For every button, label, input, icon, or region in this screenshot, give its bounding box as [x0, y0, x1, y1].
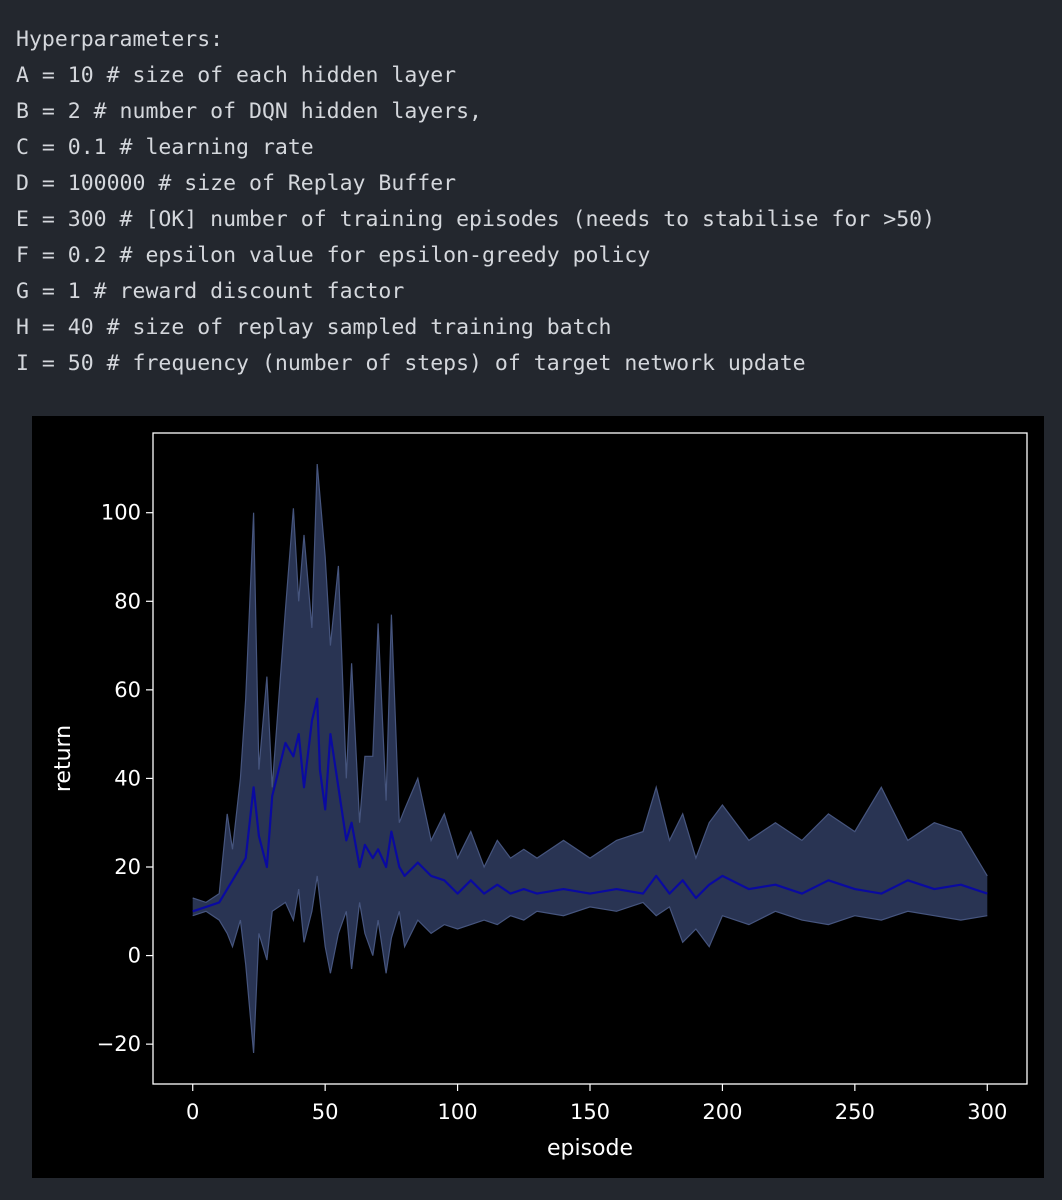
y-tick-label: −20 — [97, 1032, 141, 1056]
y-tick-label: 40 — [114, 766, 141, 790]
y-tick-label: 80 — [114, 589, 141, 613]
code-line-h: H = 40 # size of replay sampled training… — [16, 315, 612, 340]
return-range-band — [192, 464, 988, 1053]
x-tick-label: 50 — [312, 1100, 339, 1124]
code-line-a: A = 10 # size of each hidden layer — [16, 63, 457, 88]
code-line-g: G = 1 # reward discount factor — [16, 279, 405, 304]
y-tick-label: 100 — [101, 501, 141, 525]
code-line-i: I = 50 # frequency (number of steps) of … — [16, 351, 806, 376]
x-axis-label: episode — [547, 1136, 633, 1161]
code-line-e: E = 300 # [OK] number of training episod… — [16, 207, 936, 232]
x-tick-label: 100 — [438, 1100, 478, 1124]
y-tick-label: 60 — [114, 678, 141, 702]
return-upper-line — [192, 463, 988, 904]
y-tick-label: 20 — [114, 855, 141, 879]
code-line-f: F = 0.2 # epsilon value for epsilon-gree… — [16, 243, 651, 268]
return-lower-line — [192, 875, 988, 1054]
x-tick-label: 300 — [967, 1100, 1007, 1124]
chart-figure: 0 50 100 150 200 250 300 −20 0 20 40 60 80 100 episode… — [32, 416, 1044, 1178]
mean-return-line — [192, 697, 988, 913]
x-tick-label: 0 — [186, 1100, 199, 1124]
code-line-header: Hyperparameters: — [16, 27, 224, 52]
chart-svg: 0 50 100 150 200 250 300 −20 0 20 40 60 80 100 episode… — [51, 432, 1028, 1161]
y-tick-label: 0 — [128, 944, 141, 968]
x-tick-label: 250 — [835, 1100, 875, 1124]
code-line-c: C = 0.1 # learning rate — [16, 135, 314, 160]
code-line-b: B = 2 # number of DQN hidden layers, — [16, 99, 482, 124]
code-line-d: D = 100000 # size of Replay Buffer — [16, 171, 457, 196]
hyperparameters-code-block: Hyperparameters: A = 10 # size of each hi… — [16, 22, 935, 382]
x-tick-label: 200 — [702, 1100, 742, 1124]
x-tick-label: 150 — [570, 1100, 610, 1124]
y-axis-label: return — [51, 725, 76, 792]
